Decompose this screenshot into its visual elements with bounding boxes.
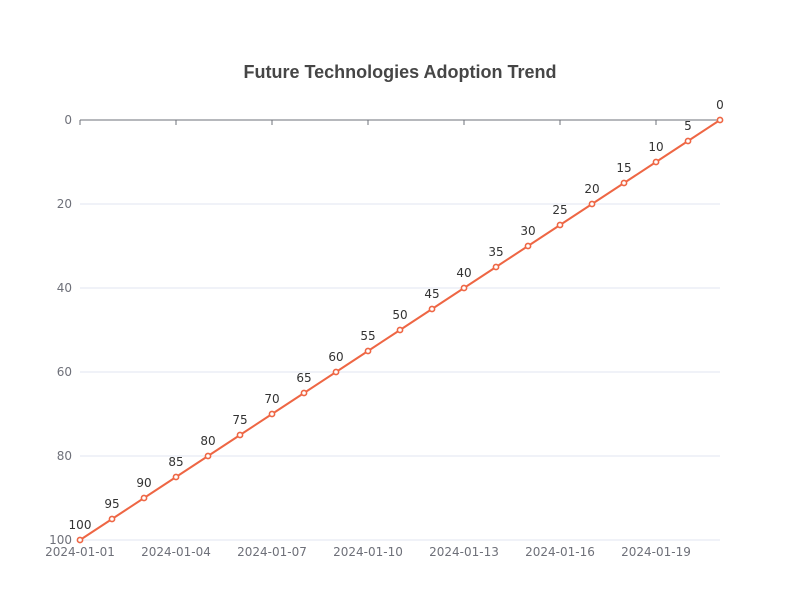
data-point: [556, 221, 564, 229]
y-tick-label: 100: [49, 533, 72, 547]
chart-title: Future Technologies Adoption Trend: [244, 62, 557, 82]
data-label: 50: [392, 308, 407, 322]
data-point: [716, 116, 724, 124]
data-point: [236, 431, 244, 439]
y-tick-label: 80: [57, 449, 72, 463]
data-label: 10: [648, 140, 663, 154]
x-tick-label: 2024-01-01: [45, 545, 115, 559]
data-point: [300, 389, 308, 397]
data-label: 20: [584, 182, 599, 196]
data-point: [428, 305, 436, 313]
grid-lines: [80, 203, 720, 541]
x-tick-label: 2024-01-07: [237, 545, 307, 559]
data-labels: 1009590858075706560555045403530252015105…: [69, 98, 724, 532]
y-tick-label: 0: [64, 113, 72, 127]
data-label: 60: [328, 350, 343, 364]
x-tick-label: 2024-01-19: [621, 545, 691, 559]
data-label: 5: [684, 119, 692, 133]
data-point: [204, 452, 212, 460]
data-label: 85: [168, 455, 183, 469]
x-tick-label: 2024-01-10: [333, 545, 403, 559]
data-point: [364, 347, 372, 355]
data-point: [396, 326, 404, 334]
series: [76, 116, 724, 544]
data-point: [332, 368, 340, 376]
y-tick-label: 20: [57, 197, 72, 211]
data-label: 15: [616, 161, 631, 175]
data-label: 90: [136, 476, 151, 490]
data-point: [268, 410, 276, 418]
data-label: 75: [232, 413, 247, 427]
data-label: 25: [552, 203, 567, 217]
data-label: 65: [296, 371, 311, 385]
data-label: 30: [520, 224, 535, 238]
data-point: [620, 179, 628, 187]
data-label: 40: [456, 266, 471, 280]
x-tick-label: 2024-01-16: [525, 545, 595, 559]
data-label: 45: [424, 287, 439, 301]
data-label: 55: [360, 329, 375, 343]
y-tick-label: 40: [57, 281, 72, 295]
data-label: 70: [264, 392, 279, 406]
data-point: [172, 473, 180, 481]
data-point: [460, 284, 468, 292]
data-point: [652, 158, 660, 166]
data-label: 100: [69, 518, 92, 532]
data-label: 0: [716, 98, 724, 112]
data-point: [492, 263, 500, 271]
data-point: [76, 536, 84, 544]
y-tick-label: 60: [57, 365, 72, 379]
data-point: [684, 137, 692, 145]
data-point: [524, 242, 532, 250]
data-point: [108, 515, 116, 523]
data-point: [588, 200, 596, 208]
x-tick-label: 2024-01-13: [429, 545, 499, 559]
data-label: 95: [104, 497, 119, 511]
data-point: [140, 494, 148, 502]
x-tick-label: 2024-01-04: [141, 545, 211, 559]
data-label: 80: [200, 434, 215, 448]
data-label: 35: [488, 245, 503, 259]
